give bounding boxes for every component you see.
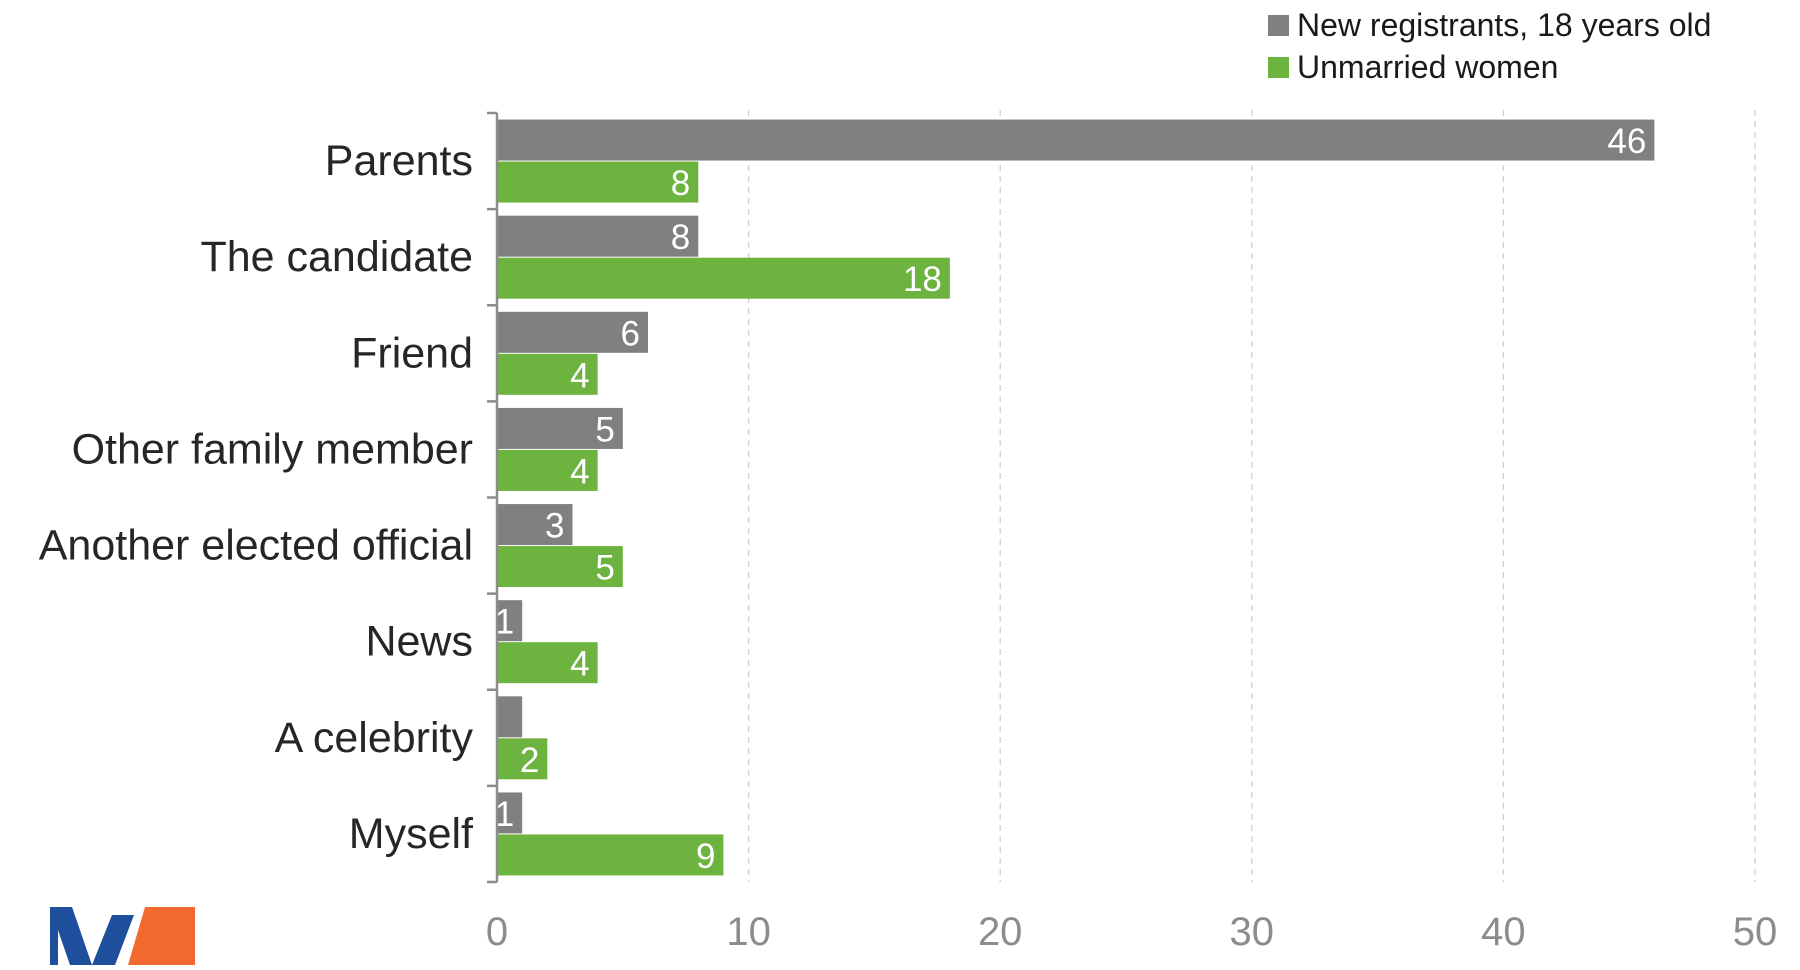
category-label: The candidate [200,233,473,281]
legend: New registrants, 18 years old Unmarried … [1268,4,1711,88]
category-label: Myself [349,810,474,858]
x-tick-label: 10 [726,910,771,954]
bar-unmarried-women [497,642,598,684]
y-axis [487,111,499,884]
data-label: 4 [570,645,589,684]
data-label: 6 [620,314,639,353]
bar-new-registrants [497,696,523,738]
x-tick-label: 50 [1733,910,1778,954]
data-label: 1 [495,603,514,642]
x-tick-label: 20 [978,910,1023,954]
category-label: Parents [325,137,473,185]
bar-new-registrants [497,407,623,449]
category-label: A celebrity [275,714,474,762]
bar-unmarried-women [497,257,950,299]
bar-unmarried-women [497,546,623,588]
x-tick-label: 40 [1481,910,1526,954]
data-label: 8 [671,218,690,257]
grid-lines [747,110,1756,882]
category-label: News [365,618,473,666]
data-label: 4 [570,452,589,491]
logo-shape [92,915,134,965]
data-label: 9 [696,837,715,876]
legend-swatch-series-1 [1268,14,1289,36]
category-labels: Parents The candidate Friend Other family m… [39,137,474,858]
bar-new-registrants [497,215,699,257]
x-tick-label: 0 [486,910,508,954]
brand-logo [50,907,195,965]
bar-new-registrants [497,119,1655,161]
bar-unmarried-women [497,738,548,780]
bar-new-registrants [497,504,573,546]
legend-item-series-2: Unmarried women [1268,46,1711,88]
data-label: 4 [570,356,589,395]
legend-item-series-1: New registrants, 18 years old [1268,4,1711,46]
legend-label-series-1: New registrants, 18 years old [1297,6,1712,43]
logo-shape [50,907,58,965]
legend-swatch-series-2 [1268,56,1289,78]
data-label: 1 [495,795,514,834]
category-label: Other family member [72,425,473,473]
legend-label-series-2: Unmarried women [1297,48,1559,85]
bar-new-registrants [497,311,648,353]
data-label: 46 [1607,122,1646,161]
data-label: 18 [903,260,942,299]
bar-new-registrants [497,600,523,642]
bar-unmarried-women [497,353,598,395]
category-label: Friend [351,329,473,377]
data-label: 5 [595,549,614,588]
bar-unmarried-women [497,449,598,491]
data-label: 3 [545,507,564,546]
logo-shape [128,907,195,965]
bar-unmarried-women [497,161,699,203]
category-label: Another elected official [39,522,473,570]
data-label: 8 [671,164,690,203]
bar-unmarried-women [497,834,724,876]
x-axis-tick-labels: 0 10 20 30 40 50 [486,910,1777,954]
x-tick-label: 30 [1230,910,1275,954]
data-label: 5 [595,410,614,449]
data-label: 2 [520,741,539,780]
logo-shape [50,907,92,965]
bar-new-registrants [497,792,523,834]
